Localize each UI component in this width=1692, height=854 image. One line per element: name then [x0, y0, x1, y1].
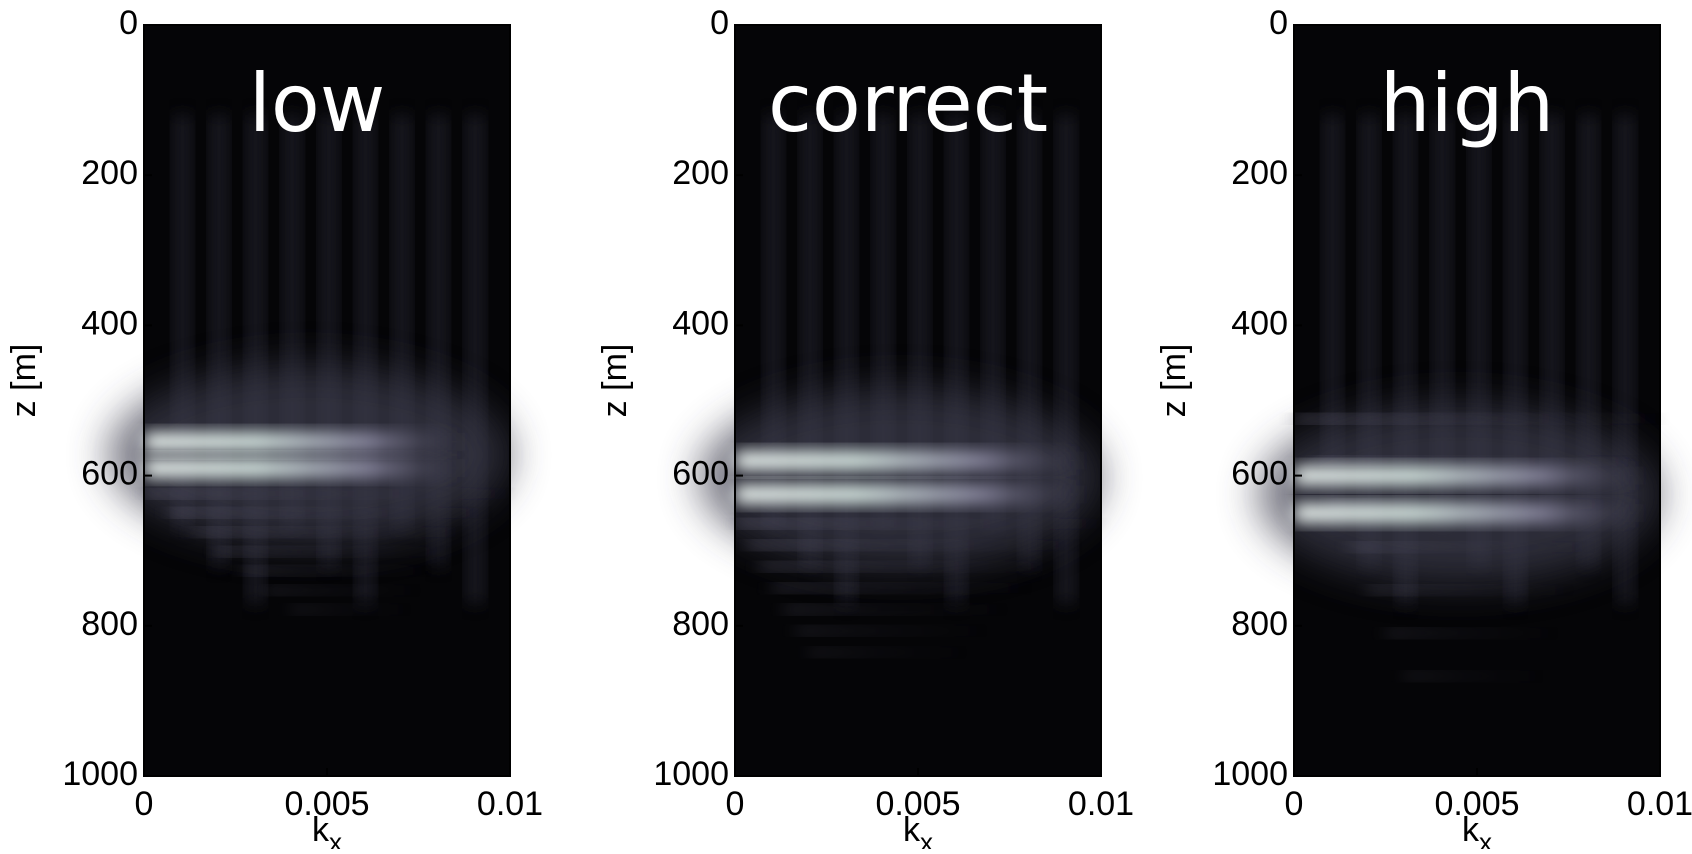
heatmap-fringe	[217, 548, 440, 555]
y-axis-label: z [m]	[596, 344, 634, 418]
heatmap-band	[735, 485, 1087, 504]
heatmap-fringe	[771, 585, 1022, 592]
y-tick-label: 400	[81, 304, 138, 342]
y-tick-label: 800	[81, 605, 138, 643]
y-tick-label: 0	[119, 4, 138, 42]
x-tick-label: 0	[726, 785, 745, 823]
x-axis-label: kx	[1462, 811, 1492, 849]
x-label-subscript: x	[1479, 827, 1492, 849]
heatmap-fringe	[144, 490, 510, 497]
heatmap-band	[1294, 466, 1646, 485]
heatmap-fringe	[796, 627, 979, 634]
y-tick-label: 800	[672, 605, 729, 643]
heatmap-fringe	[241, 567, 425, 574]
heatmap-fringe	[808, 649, 961, 656]
y-tick-label: 0	[710, 4, 729, 42]
x-axis-label: kx	[312, 811, 342, 849]
x-tick-label: 0	[1285, 785, 1304, 823]
x-tick-label: 0	[135, 785, 154, 823]
heatmap-fringe	[747, 542, 1073, 549]
x-label-subscript: x	[329, 827, 342, 849]
heatmap-fringe	[290, 606, 405, 613]
heatmap-fringe	[759, 563, 1047, 570]
heatmap-band	[144, 432, 467, 451]
heatmap-fringe	[783, 606, 1000, 613]
heatmap-fringe	[192, 529, 460, 536]
x-label-main: k	[312, 811, 330, 849]
x-label-main: k	[1462, 811, 1480, 849]
y-tick-label: 800	[1231, 605, 1288, 643]
heatmap-glow	[107, 364, 510, 546]
heatmap-band	[1294, 504, 1646, 523]
heatmap-fringe	[735, 520, 1101, 527]
y-tick-label: 600	[1231, 455, 1288, 493]
y-tick-label: 400	[1231, 304, 1288, 342]
heatmap-band	[735, 451, 1087, 470]
y-axis-label: z [m]	[1155, 344, 1193, 418]
y-tick-label: 1000	[1212, 755, 1288, 793]
x-tick-label: 0.005	[1434, 785, 1519, 823]
heatmap-fringe	[266, 587, 413, 594]
x-tick-label: 0.005	[875, 785, 960, 823]
x-tick-label: 0.01	[477, 785, 543, 823]
y-tick-label: 1000	[653, 755, 729, 793]
y-tick-label: 0	[1269, 4, 1288, 42]
y-tick-label: 600	[672, 455, 729, 493]
y-axis-label: z [m]	[5, 344, 43, 418]
x-tick-label: 0.01	[1068, 785, 1134, 823]
heatmap-stripe	[466, 115, 485, 604]
heatmap-glow	[1257, 404, 1660, 585]
x-axis-label: kx	[903, 811, 933, 849]
x-tick-label: 0.01	[1627, 785, 1692, 823]
x-label-subscript: x	[920, 827, 933, 849]
heatmap-fringe	[1367, 587, 1567, 594]
heatmap-glow	[698, 387, 1101, 568]
y-tick-label: 600	[81, 455, 138, 493]
x-label-main: k	[903, 811, 921, 849]
chart-title: low	[249, 57, 386, 150]
heatmap-fringe	[1312, 458, 1633, 465]
y-tick-label: 200	[1231, 154, 1288, 192]
heatmap-fringe	[1348, 544, 1586, 551]
heatmap-band	[144, 459, 467, 478]
heatmap-fringe	[168, 509, 483, 516]
heatmap-fringe	[1385, 630, 1551, 637]
y-tick-label: 200	[81, 154, 138, 192]
x-tick-label: 0.005	[284, 785, 369, 823]
y-tick-label: 1000	[62, 755, 138, 793]
chart-title: high	[1380, 57, 1554, 150]
heatmap-fringe	[1403, 673, 1538, 680]
y-tick-label: 200	[672, 154, 729, 192]
heatmap-fringe	[1294, 415, 1660, 422]
chart-title: correct	[768, 57, 1048, 150]
y-tick-label: 400	[672, 304, 729, 342]
